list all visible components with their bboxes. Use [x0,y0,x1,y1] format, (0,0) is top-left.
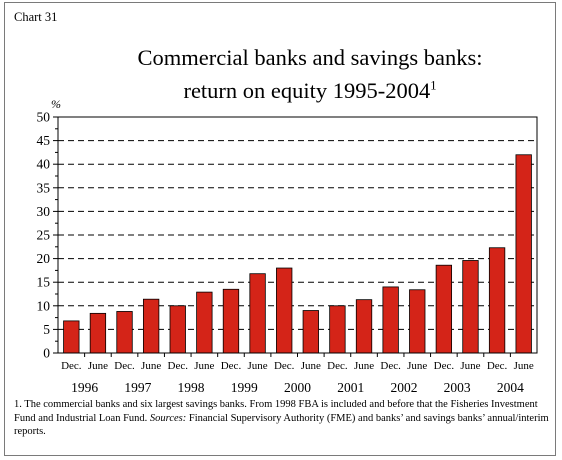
x-year-label: 1999 [231,380,258,395]
bar [515,154,532,354]
bar [169,305,186,354]
x-year-label: 2003 [444,380,471,395]
x-category-label: Dec. [327,360,348,372]
y-tick-label: 30 [37,204,51,219]
x-category-label: Dec. [434,360,455,372]
footnote: 1. The commercial banks and six largest … [14,398,554,439]
y-tick-label: 10 [37,298,51,313]
y-tick-label: 5 [43,322,50,337]
x-category-label: June [407,360,427,372]
x-year-label: 2001 [337,380,364,395]
x-year-label: 2004 [497,380,524,395]
x-category-label: June [354,360,374,372]
bar [382,286,399,354]
footnote-text: 1. The commercial banks and six largest … [14,399,538,424]
y-tick-label: 40 [37,157,51,172]
bar [142,298,160,354]
bar-chart: 0 5 10 15 20 25 30 35 40 45 50% Dec. June Dec. June Dec… [37,97,538,395]
bar [222,288,240,354]
y-tick-label: 45 [37,133,51,148]
x-category-label: Dec. [487,360,508,372]
x-year-label: 1996 [71,380,98,395]
chart-title-line-2: return on equity 1995-20041 [40,78,562,104]
x-category-label: June [88,360,108,372]
bar [462,260,479,354]
x-category-label: Dec. [61,360,82,372]
x-category-label: Dec. [114,360,135,372]
x-category-label: June [301,360,321,372]
y-axis-unit-label: % [51,97,61,111]
bar [63,320,80,354]
chart-title-line-1: Commercial banks and savings banks: [137,45,483,70]
y-tick-label: 20 [37,251,51,266]
bar [302,310,319,354]
x-category-label: June [247,360,267,372]
x-category-label: Dec. [221,360,242,372]
bar [355,299,373,354]
x-year-label: 2002 [390,380,417,395]
bar [249,273,266,354]
y-tick-label: 50 [37,110,51,125]
chart-number-label: Chart 31 [14,10,58,24]
footnote-marker: 1 [430,78,437,93]
footnote-sources-text: Financial Supervisory Authority (FME) an… [14,412,549,438]
chart-title-line-2-text: return on equity 1995-2004 [183,78,431,103]
x-year-label: 1997 [124,380,151,395]
footnote-sources-label: Sources: [149,412,187,424]
x-category-label: Dec. [380,360,401,372]
bar [116,311,133,354]
bar [276,267,293,354]
bar [488,247,506,354]
x-category-label: June [141,360,161,372]
y-tick-label: 25 [37,228,51,243]
x-category-label: June [460,360,480,372]
bar [329,305,346,354]
y-tick-label: 15 [37,275,51,290]
x-category-label: June [194,360,214,372]
x-category-label: Dec. [274,360,295,372]
y-tick-label: 0 [43,346,50,361]
x-category-label: June [514,360,534,372]
bar [196,291,213,354]
x-year-label: 1998 [178,380,205,395]
bar [409,289,426,354]
y-tick-label: 35 [37,180,51,195]
x-category-label: Dec. [168,360,189,372]
x-year-label: 2000 [284,380,311,395]
bar [435,264,453,354]
chart-frame [4,2,556,456]
bar [89,312,107,354]
